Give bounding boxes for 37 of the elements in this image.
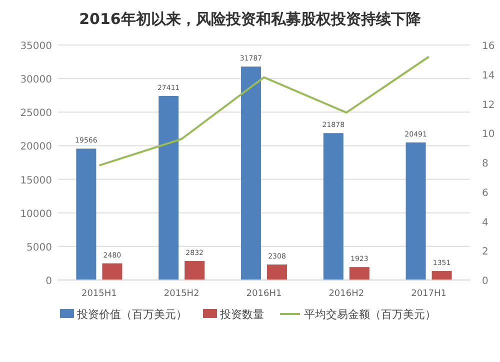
bar — [184, 260, 205, 280]
bar — [76, 148, 96, 280]
bar — [349, 267, 370, 280]
y-tick-label: 25000 — [20, 108, 52, 120]
x-tick-label: 2015H2 — [164, 289, 200, 299]
chart-title: 2016年初以来，风险投资和私募股权投资持续下降 — [79, 10, 422, 28]
legend-label: 投资价值（百万美元） — [76, 308, 187, 321]
bar — [102, 263, 122, 280]
y2-tick-label: 12 — [482, 100, 495, 111]
y2-tick-label: 14 — [482, 70, 495, 82]
y-tick-label: 35000 — [20, 41, 52, 52]
x-tick-label: 2016H1 — [246, 289, 282, 299]
y2-tick-label: 10 — [482, 129, 495, 140]
y2-tick-label: 8 — [482, 158, 488, 170]
y2-tick-label: 16 — [482, 41, 495, 52]
x-tick-label: 2015H1 — [81, 289, 117, 299]
line-series — [98, 56, 430, 166]
y-tick-label: 30000 — [20, 74, 52, 86]
y-tick-label: 0 — [46, 276, 52, 287]
y2-tick-label: 2 — [482, 246, 488, 258]
y2-tick-label: 0 — [482, 276, 488, 287]
bar — [267, 264, 287, 280]
legend-label: 投资数量 — [219, 308, 264, 321]
y2-tick-label: 4 — [482, 217, 488, 228]
y-tick-label: 5000 — [26, 242, 52, 254]
bar — [406, 142, 426, 280]
bar — [241, 66, 261, 280]
y-tick-label: 20000 — [20, 142, 52, 153]
x-tick-label: 2016H2 — [328, 289, 364, 299]
x-tick-label: 2017H1 — [411, 289, 447, 299]
bar — [432, 270, 452, 280]
y-tick-label: 15000 — [20, 175, 52, 186]
legend-label: 平均交易金额（百万美元） — [304, 308, 436, 321]
bar — [158, 96, 179, 280]
bar — [323, 133, 344, 280]
y2-tick-label: 6 — [482, 188, 488, 199]
y-tick-label: 10000 — [20, 208, 52, 220]
